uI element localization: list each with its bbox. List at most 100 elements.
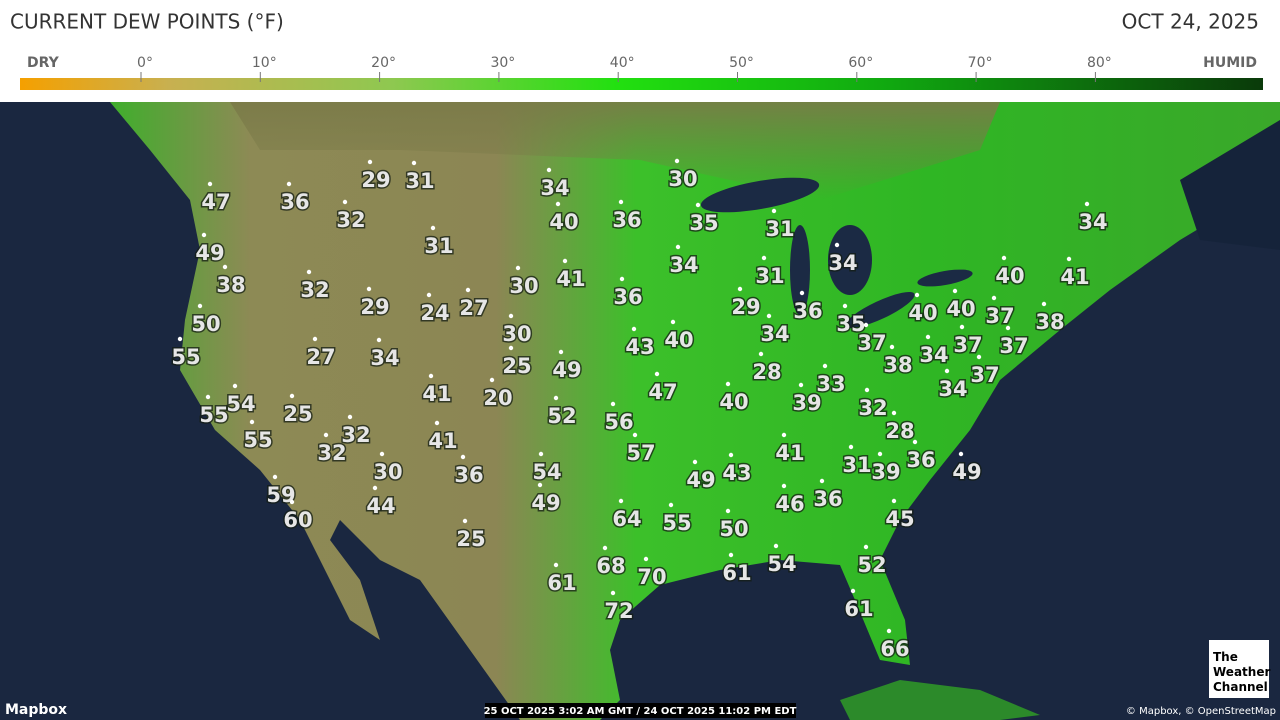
station-dot xyxy=(758,351,764,357)
station-dot xyxy=(306,269,312,275)
station-dot xyxy=(618,199,624,205)
station-dot xyxy=(877,451,883,457)
dew-point-value: 25 xyxy=(283,402,312,426)
station-dot xyxy=(537,482,543,488)
station-dot xyxy=(538,451,544,457)
station-dot xyxy=(197,303,203,309)
station-dot xyxy=(347,414,353,420)
dew-point-value: 46 xyxy=(775,492,804,516)
dew-point-value: 39 xyxy=(871,460,900,484)
legend-label: 60° xyxy=(848,55,873,71)
dew-point-value: 35 xyxy=(836,312,865,336)
station-dot xyxy=(799,290,805,296)
legend-label: 70° xyxy=(968,55,993,71)
station-dot xyxy=(1041,301,1047,307)
station-dot xyxy=(465,287,471,293)
station-dot xyxy=(959,324,965,330)
dew-point-value: 40 xyxy=(995,264,1024,288)
legend-label: 10° xyxy=(252,55,277,71)
dew-point-value: 37 xyxy=(999,334,1028,358)
station-dot xyxy=(602,545,608,551)
station-dot xyxy=(863,544,869,550)
timestamp-background xyxy=(485,703,796,718)
station-dot xyxy=(232,383,238,389)
station-dot xyxy=(618,498,624,504)
dew-point-value: 36 xyxy=(612,208,641,232)
dew-point-value: 25 xyxy=(502,354,531,378)
great-lakes xyxy=(700,177,973,329)
station-dot xyxy=(670,319,676,325)
station-dot xyxy=(819,478,825,484)
station-dot xyxy=(632,432,638,438)
dew-point-value: 32 xyxy=(858,396,887,420)
station-dot xyxy=(205,394,211,400)
dew-point-value: 41 xyxy=(556,267,585,291)
dew-point-value: 28 xyxy=(752,360,781,384)
station-dot xyxy=(850,588,856,594)
dew-point-value: 43 xyxy=(722,461,751,485)
station-dot xyxy=(725,381,731,387)
dew-point-value: 27 xyxy=(459,296,488,320)
dew-point-value: 29 xyxy=(361,168,390,192)
date: OCT 24, 2025 xyxy=(1122,10,1259,34)
station-dot xyxy=(428,373,434,379)
dew-point-value: 34 xyxy=(919,343,948,367)
dew-point-value: 47 xyxy=(648,380,677,404)
dew-point-value: 45 xyxy=(885,507,914,531)
station-dot xyxy=(272,474,278,480)
station-dot xyxy=(555,201,561,207)
dew-point-value: 49 xyxy=(195,241,224,265)
dew-point-value: 37 xyxy=(970,363,999,387)
dew-point-value: 49 xyxy=(552,358,581,382)
dew-point-value: 30 xyxy=(373,460,402,484)
station-dot xyxy=(728,452,734,458)
station-dot xyxy=(952,288,958,294)
station-dot xyxy=(562,258,568,264)
legend-bar xyxy=(20,78,1263,90)
dew-point-value: 57 xyxy=(626,441,655,465)
dew-point-value: 31 xyxy=(424,234,453,258)
station-dot xyxy=(1084,201,1090,207)
legend-label: DRY xyxy=(27,55,60,71)
dew-point-value: 32 xyxy=(336,208,365,232)
station-dot xyxy=(286,181,292,187)
dew-point-value: 72 xyxy=(604,599,633,623)
dew-point-value: 50 xyxy=(719,517,748,541)
station-dot xyxy=(434,420,440,426)
station-dot xyxy=(654,371,660,377)
station-dot xyxy=(675,244,681,250)
dew-point-value: 66 xyxy=(880,637,909,661)
dew-point-value: 36 xyxy=(813,487,842,511)
dew-point-value: 61 xyxy=(547,571,576,595)
station-dot xyxy=(177,336,183,342)
dew-point-value: 43 xyxy=(625,335,654,359)
station-dot xyxy=(222,264,228,270)
dew-point-value: 55 xyxy=(243,428,272,452)
station-dot xyxy=(889,344,895,350)
dew-point-value: 56 xyxy=(604,410,633,434)
dew-point-value: 70 xyxy=(637,565,666,589)
station-dot xyxy=(773,543,779,549)
station-dot xyxy=(864,387,870,393)
station-dot xyxy=(430,225,436,231)
dew-point-value: 34 xyxy=(760,322,789,346)
dew-point-value: 36 xyxy=(613,285,642,309)
dew-point-value: 40 xyxy=(549,210,578,234)
dew-point-value: 37 xyxy=(857,331,886,355)
legend-label: 80° xyxy=(1087,55,1112,71)
legend-label: 50° xyxy=(729,55,754,71)
station-dot xyxy=(781,483,787,489)
legend: DRY 0° 10° 20° 30° 40° 50° 60° 70° 80° HUMID xyxy=(27,55,1257,82)
dew-point-value: 49 xyxy=(531,491,560,515)
canada-dry-region xyxy=(230,102,1000,200)
station-dot xyxy=(848,444,854,450)
dew-point-value: 38 xyxy=(883,353,912,377)
station-dot xyxy=(842,303,848,309)
dew-point-value: 41 xyxy=(1060,265,1089,289)
station-dot xyxy=(737,286,743,292)
dew-point-value: 38 xyxy=(1035,310,1064,334)
station-dot xyxy=(367,159,373,165)
legend-label: 20° xyxy=(371,55,396,71)
dew-point-value: 40 xyxy=(664,328,693,352)
gulf-of-st-lawrence xyxy=(1180,120,1280,250)
